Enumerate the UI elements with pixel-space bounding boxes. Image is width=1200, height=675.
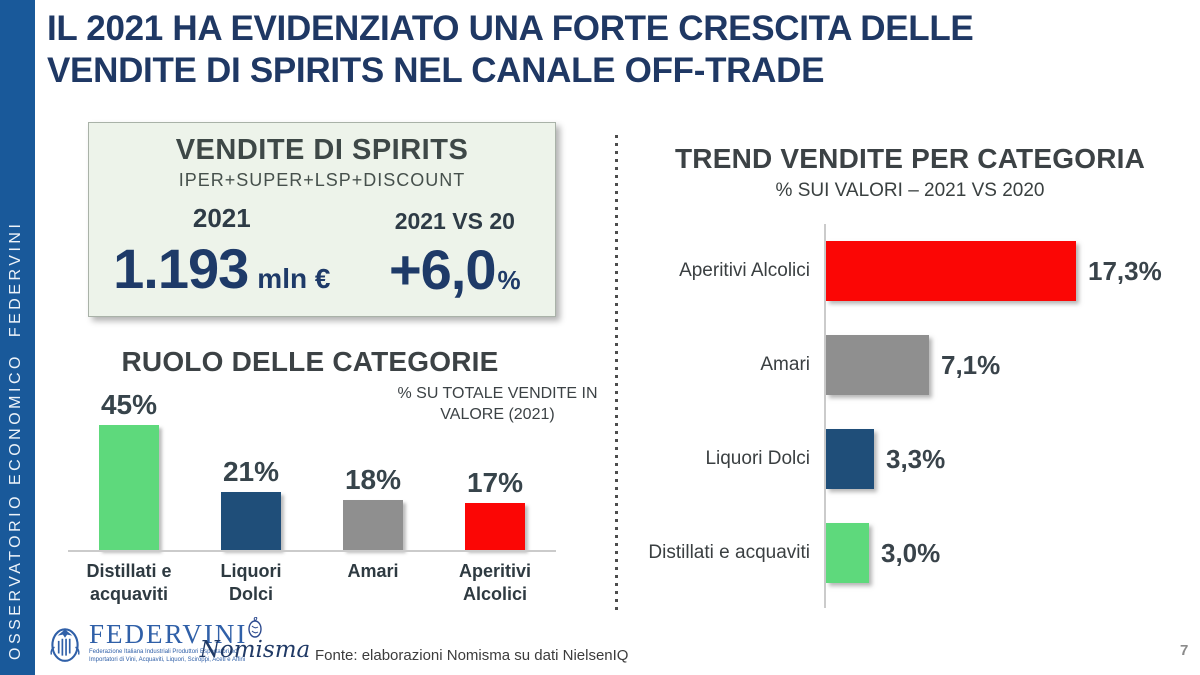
sales-box-title: VENDITE DI SPIRITS (175, 134, 469, 166)
category-label-0: Distillati e acquaviti (86, 561, 172, 604)
category-chart-baseline (68, 550, 556, 552)
federvini-eagle-icon (50, 628, 80, 662)
page-title-line1: IL 2021 HA EVIDENZIATO UNA FORTE CRESCIT… (47, 9, 974, 48)
category-chart-note: % SU TOTALE VENDITE IN VALORE (2021) (390, 384, 605, 426)
bar-0 (99, 425, 159, 550)
bar-wrap-3: 3,0% (826, 523, 940, 583)
category-chart-labels: Distillati e acquaviti Liquori Dolci Amari… (68, 560, 556, 605)
page-number: 7 (1180, 642, 1189, 659)
bar-wrap-1: 7,1% (826, 335, 1000, 395)
category-bar-group-0: 45% (68, 389, 190, 550)
bar-1 (221, 492, 281, 550)
bar-2 (826, 429, 874, 489)
bar-3 (465, 503, 525, 550)
nomisma-emblem-icon (248, 617, 262, 638)
category-bar-group-2: 18% (312, 464, 434, 550)
trend-row-0: Aperitivi Alcolici 17,3% (630, 224, 1195, 318)
sales-summary-box: VENDITE DI SPIRITS IPER+SUPER+LSP+DISCOU… (88, 122, 556, 317)
category-chart-note-line1: % SU TOTALE VENDITE IN (397, 385, 598, 402)
trend-row-3: Distillati e acquaviti 3,0% (630, 506, 1195, 600)
trend-chart-subtitle: % SUI VALORI – 2021 VS 2020 (775, 180, 1045, 201)
bar-value-label: 18% (344, 464, 402, 495)
category-label-1: Amari (760, 354, 810, 376)
federvini-logo: FEDERVINI Federazione Italiana Industria… (44, 621, 247, 665)
category-label-1: Liquori Dolci (220, 561, 282, 604)
category-chart-note-line2: VALORE (2021) (440, 405, 555, 423)
bar-value-label: 17,3% (1088, 255, 1162, 286)
federvini-logo-name: FEDERVINI (89, 619, 248, 649)
bar-value-label: 21% (222, 456, 280, 487)
bar-value-label: 45% (100, 389, 158, 420)
category-label-2: Amari (347, 561, 399, 581)
category-label-3: Aperitivi Alcolici (458, 561, 532, 604)
page-title: IL 2021 HA EVIDENZIATO UNA FORTE CRESCIT… (47, 8, 974, 92)
dotted-divider (615, 135, 618, 610)
sales-vs-column: 2021 VS 20 +6,0 % (355, 203, 555, 302)
trend-row-2: Liquori Dolci 3,3% (630, 412, 1195, 506)
source-note: Fonte: elaborazioni Nomisma su dati Niel… (315, 647, 629, 664)
sales-delta-unit: % (497, 265, 521, 295)
federvini-tagline-line2: Importatori di Vini, Acquaviti, Liquori,… (89, 657, 246, 664)
sidebar-band: OSSERVATORIO ECONOMICO FEDERVINI (0, 0, 35, 675)
category-label-0: Aperitivi Alcolici (679, 260, 810, 282)
category-label-2: Liquori Dolci (705, 448, 810, 470)
sales-box-subtitle: IPER+SUPER+LSP+DISCOUNT (178, 170, 466, 190)
page-title-line2: VENDITE DI SPIRITS NEL CANALE OFF-TRADE (47, 51, 825, 90)
category-label-3: Distillati e acquaviti (648, 542, 810, 564)
category-chart-bars: 45% 21% 18% 17% (68, 388, 556, 550)
sales-2021-column: 2021 1.193 mln € (89, 203, 355, 302)
bar-wrap-2: 3,3% (826, 429, 945, 489)
sales-delta: +6,0 (388, 238, 497, 301)
bar-value-label: 3,0% (881, 537, 941, 568)
bar-value-label: 17% (466, 467, 524, 498)
trend-chart-rows: Aperitivi Alcolici 17,3% Amari 7,1% Liquori … (630, 224, 1195, 600)
trend-chart-title: TREND VENDITE PER CATEGORIA (674, 143, 1146, 174)
bar-0 (826, 241, 1076, 301)
sales-value-unit: mln € (257, 263, 331, 294)
sales-vs-label: 2021 VS 20 (394, 208, 515, 234)
category-bar-group-3: 17% (434, 467, 556, 550)
trend-row-1: Amari 7,1% (630, 318, 1195, 412)
sidebar-vertical-text: OSSERVATORIO ECONOMICO FEDERVINI (7, 220, 24, 660)
federvini-tagline-line1: Federazione Italiana Industriali Produtt… (89, 649, 238, 655)
bar-1 (826, 335, 929, 395)
bar-3 (826, 523, 869, 583)
bar-2 (343, 500, 403, 550)
category-chart-title: RUOLO DELLE CATEGORIE (121, 346, 499, 377)
nomisma-logo-name: Nomisma (199, 637, 311, 663)
bar-value-label: 7,1% (941, 349, 1001, 380)
category-bar-group-1: 21% (190, 456, 312, 550)
sales-value: 1.193 (113, 237, 249, 300)
bar-wrap-0: 17,3% (826, 241, 1162, 301)
bar-value-label: 3,3% (886, 443, 946, 474)
sales-year-label: 2021 (192, 203, 251, 233)
nomisma-logo: Nomisma (200, 617, 310, 662)
trend-chart-axis-line (824, 224, 826, 608)
